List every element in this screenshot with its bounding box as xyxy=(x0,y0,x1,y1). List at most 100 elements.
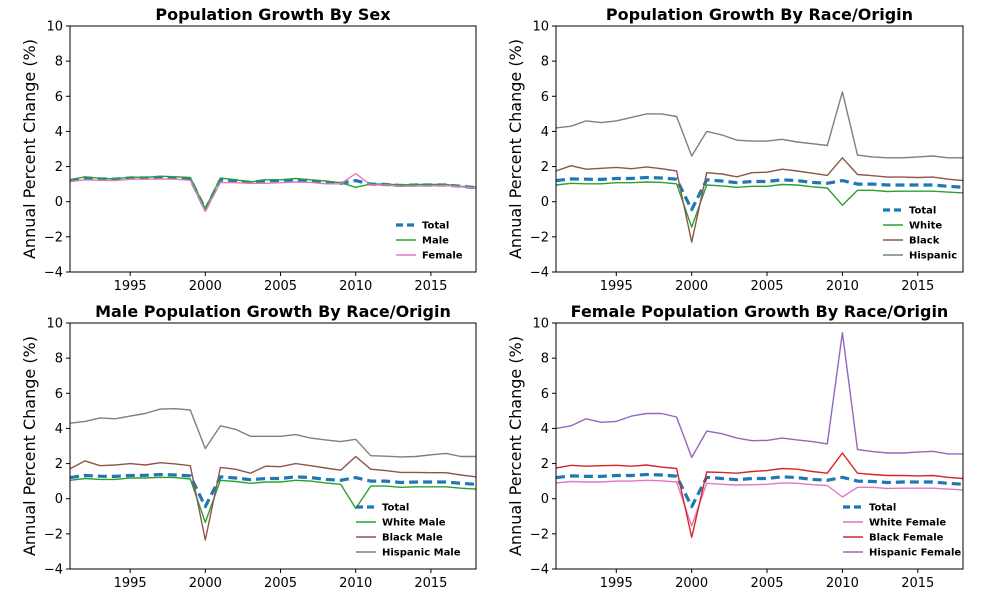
legend-label: White Male xyxy=(382,518,446,529)
y-tick-label: 10 xyxy=(532,317,549,332)
legend-label: Hispanic Male xyxy=(382,548,461,559)
panel-title: Female Population Growth By Race/Origin xyxy=(571,302,949,321)
legend-label: Total xyxy=(422,221,449,232)
legend-label: White Female xyxy=(869,518,946,529)
x-tick-label: 2015 xyxy=(414,279,447,294)
y-tick-label: 0 xyxy=(55,492,63,507)
x-tick-label: 2005 xyxy=(264,576,297,591)
y-tick-label: 8 xyxy=(541,352,549,367)
y-tick-label: −2 xyxy=(530,527,549,542)
x-tick-label: 2005 xyxy=(750,279,783,294)
series-line-total xyxy=(70,472,476,509)
y-tick-label: −2 xyxy=(530,230,549,245)
series-line-hispanic-male xyxy=(70,408,476,458)
panel-3: Male Population Growth By Race/Origin Ann… xyxy=(20,302,477,591)
x-tick-label: 2000 xyxy=(189,279,222,294)
legend-label: Black xyxy=(909,236,940,247)
plot-frame xyxy=(69,322,477,570)
x-tick-label: 1995 xyxy=(114,576,147,591)
panel-1: Population Growth By Sex Annual Percent C… xyxy=(20,5,477,294)
series-line-total xyxy=(70,175,476,212)
y-axis-label: Annual Percent Change (%) xyxy=(20,336,39,556)
y-axis-label: Annual Percent Change (%) xyxy=(20,39,39,259)
y-tick-label: 2 xyxy=(541,160,549,175)
plot-frame xyxy=(555,322,964,570)
series-line-total xyxy=(556,175,963,212)
panel-title: Population Growth By Race/Origin xyxy=(606,5,913,24)
legend-label: White xyxy=(909,221,942,232)
x-tick-label: 2005 xyxy=(750,576,783,591)
y-tick-label: 8 xyxy=(55,55,63,70)
x-tick-label: 2000 xyxy=(675,576,708,591)
series-line-white xyxy=(556,181,963,228)
x-tick-label: 2000 xyxy=(189,576,222,591)
legend: Total White Male Black Male Hispanic Male xyxy=(356,503,461,559)
plot-frame xyxy=(69,25,477,273)
y-tick-label: 0 xyxy=(541,492,549,507)
series-line-male xyxy=(70,175,476,210)
x-tick-label: 2010 xyxy=(339,576,372,591)
panel-title: Population Growth By Sex xyxy=(155,5,391,24)
legend-label: Female xyxy=(422,251,463,262)
legend-label: Black Male xyxy=(382,533,443,544)
series-line-female xyxy=(70,172,476,213)
legend: Total White Black Hispanic xyxy=(883,206,957,262)
x-tick-label: 2015 xyxy=(901,576,934,591)
x-tick-label: 2015 xyxy=(414,576,447,591)
y-tick-label: 6 xyxy=(55,387,63,402)
legend-label: Total xyxy=(382,503,409,514)
y-tick-label: 10 xyxy=(532,20,549,35)
x-tick-label: 2000 xyxy=(675,279,708,294)
legend-label: Total xyxy=(869,503,896,514)
series-line-total xyxy=(556,472,963,509)
series-line-white-female xyxy=(556,479,963,527)
x-tick-label: 2010 xyxy=(826,576,859,591)
legend: Total Male Female xyxy=(396,221,463,262)
y-tick-label: 6 xyxy=(541,90,549,105)
series-line-black-female xyxy=(556,452,963,539)
series-line-black xyxy=(556,157,963,243)
series-line-hispanic xyxy=(556,91,963,159)
x-tick-label: 1995 xyxy=(600,576,633,591)
y-tick-label: 2 xyxy=(541,457,549,472)
y-tick-label: 4 xyxy=(541,422,549,437)
y-tick-label: −2 xyxy=(44,527,63,542)
y-tick-label: 6 xyxy=(541,387,549,402)
panel-title: Male Population Growth By Race/Origin xyxy=(95,302,451,321)
legend: Total White Female Black Female Hispanic Fe… xyxy=(843,503,961,559)
legend-label: Hispanic Female xyxy=(869,548,961,559)
y-tick-label: 10 xyxy=(46,317,63,332)
panel-2: Population Growth By Race/Origin Annual P… xyxy=(506,5,964,294)
y-tick-label: 4 xyxy=(55,422,63,437)
legend-label: Hispanic xyxy=(909,251,957,262)
y-tick-label: −4 xyxy=(44,563,63,578)
plot-frame xyxy=(555,25,964,273)
x-tick-label: 2015 xyxy=(901,279,934,294)
y-tick-label: 6 xyxy=(55,90,63,105)
y-tick-label: 0 xyxy=(541,195,549,210)
y-tick-label: 2 xyxy=(55,457,63,472)
y-tick-label: 8 xyxy=(541,55,549,70)
x-tick-label: 2010 xyxy=(339,279,372,294)
y-axis-label: Annual Percent Change (%) xyxy=(506,39,525,259)
y-tick-label: 4 xyxy=(541,125,549,140)
y-axis-label: Annual Percent Change (%) xyxy=(506,336,525,556)
panel-4: Female Population Growth By Race/Origin A… xyxy=(506,302,964,591)
legend-label: Black Female xyxy=(869,533,944,544)
y-tick-label: −4 xyxy=(530,266,549,281)
y-tick-label: 2 xyxy=(55,160,63,175)
legend-label: Total xyxy=(909,206,936,217)
series-line-black-male xyxy=(70,455,476,541)
x-tick-label: 1995 xyxy=(600,279,633,294)
y-tick-label: 0 xyxy=(55,195,63,210)
x-tick-label: 2010 xyxy=(826,279,859,294)
y-tick-label: −4 xyxy=(44,266,63,281)
y-tick-label: −4 xyxy=(530,563,549,578)
y-tick-label: 4 xyxy=(55,125,63,140)
legend-label: Male xyxy=(422,236,449,247)
y-tick-label: 8 xyxy=(55,352,63,367)
series-line-hispanic-female xyxy=(556,332,963,459)
series-line-white-male xyxy=(70,476,476,524)
x-tick-label: 1995 xyxy=(114,279,147,294)
